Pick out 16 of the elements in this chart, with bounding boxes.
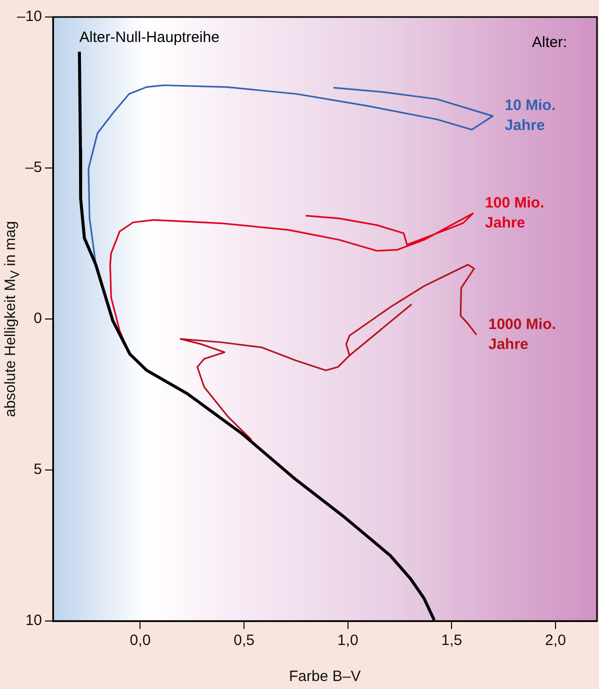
x-tick-label: 1,5 <box>441 632 462 650</box>
y-tick-label: –5 <box>25 159 42 176</box>
series-label: 1000 Mio. Jahre <box>488 316 556 353</box>
x-tick-label: 0,5 <box>234 632 254 650</box>
x-tick-label: 0,0 <box>130 632 151 650</box>
y-tick-label: –10 <box>16 8 42 26</box>
series-label: 10 Mio. Jahre <box>504 97 556 134</box>
x-tick-label: 2,0 <box>545 632 566 650</box>
series-label: Alter-Null-Hauptreihe <box>79 28 220 46</box>
x-axis-title: Farbe B–V <box>289 668 361 685</box>
y-tick-label: 10 <box>25 612 42 630</box>
x-tick-label: 1,0 <box>337 632 358 650</box>
y-tick-label: 5 <box>34 461 42 478</box>
series-label: 100 Mio. Jahre <box>485 194 544 232</box>
annotation: Alter: <box>532 34 567 52</box>
y-tick-label: 0 <box>34 310 42 328</box>
